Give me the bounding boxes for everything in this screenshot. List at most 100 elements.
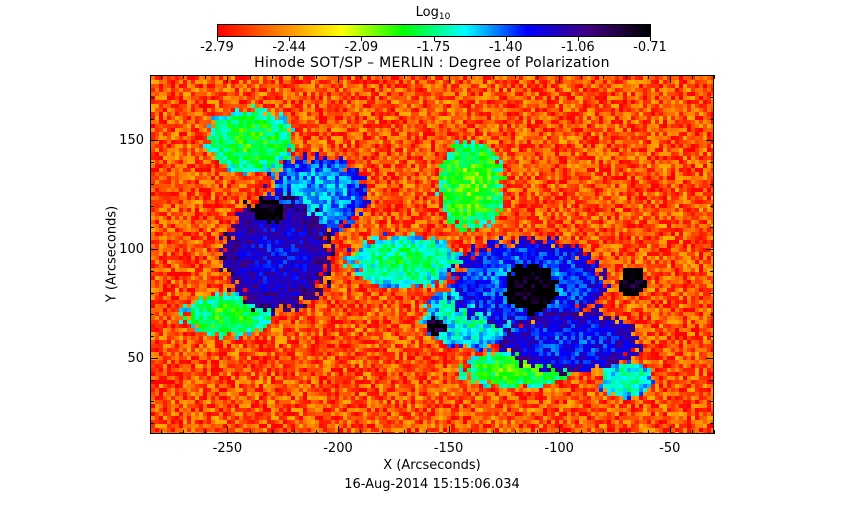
heatmap-cell xyxy=(475,148,479,152)
heatmap-cell xyxy=(675,184,679,188)
heatmap-cell xyxy=(643,208,647,212)
heatmap-cell xyxy=(311,120,315,124)
heatmap-cell xyxy=(631,144,635,148)
heatmap-cell xyxy=(527,100,531,104)
heatmap-cell xyxy=(175,100,179,104)
heatmap-cell xyxy=(499,172,503,176)
heatmap-cell xyxy=(483,124,487,128)
heatmap-cell xyxy=(639,104,643,108)
heatmap-cell xyxy=(639,196,643,200)
heatmap-cell xyxy=(327,208,331,212)
heatmap-cell xyxy=(447,184,451,188)
heatmap-cell xyxy=(511,176,515,180)
heatmap-cell xyxy=(435,100,439,104)
heatmap-cell xyxy=(667,104,671,108)
heatmap-cell xyxy=(363,128,367,132)
heatmap-cell xyxy=(235,128,239,132)
heatmap-cell xyxy=(235,208,239,212)
heatmap-cell xyxy=(691,128,695,132)
heatmap-cell xyxy=(651,84,655,88)
heatmap-cell xyxy=(423,116,427,120)
heatmap-cell xyxy=(311,156,315,160)
heatmap-cell xyxy=(299,172,303,176)
heatmap-cell xyxy=(699,196,703,200)
heatmap-cell xyxy=(283,120,287,124)
heatmap-cell xyxy=(187,112,191,116)
heatmap-cell xyxy=(591,100,595,104)
heatmap-cell xyxy=(487,164,491,168)
heatmap-cell xyxy=(607,128,611,132)
heatmap-cell xyxy=(519,192,523,196)
heatmap-cell xyxy=(211,108,215,112)
heatmap-cell xyxy=(331,208,335,212)
heatmap-cell xyxy=(259,96,263,100)
heatmap-cell xyxy=(479,196,483,200)
heatmap-cell xyxy=(155,112,159,116)
heatmap-cell xyxy=(215,116,219,120)
heatmap-cell xyxy=(587,92,591,96)
heatmap-cell xyxy=(467,120,471,124)
heatmap-cell xyxy=(367,100,371,104)
heatmap-cell xyxy=(447,132,451,136)
heatmap-cell xyxy=(167,88,171,92)
heatmap-cell xyxy=(151,124,155,128)
heatmap-cell xyxy=(655,204,659,208)
heatmap-cell xyxy=(535,192,539,196)
heatmap-cell xyxy=(503,164,507,168)
heatmap-cell xyxy=(259,132,263,136)
heatmap-cell xyxy=(671,172,675,176)
heatmap-cell xyxy=(583,116,587,120)
heatmap-cell xyxy=(315,92,319,96)
heatmap-cell xyxy=(435,148,439,152)
heatmap-cell xyxy=(371,204,375,208)
heatmap-cell xyxy=(599,144,603,148)
heatmap-cell xyxy=(267,88,271,92)
heatmap-cell xyxy=(279,196,283,200)
heatmap-cell xyxy=(403,128,407,132)
heatmap-cell xyxy=(211,192,215,196)
heatmap-cell xyxy=(523,132,527,136)
heatmap-cell xyxy=(479,164,483,168)
heatmap-cell xyxy=(363,180,367,184)
heatmap-cell xyxy=(167,204,171,208)
heatmap-cell xyxy=(639,132,643,136)
heatmap-cell xyxy=(527,80,531,84)
heatmap-cell xyxy=(567,196,571,200)
heatmap-cell xyxy=(563,204,567,208)
heatmap-cell xyxy=(631,184,635,188)
heatmap-cell xyxy=(335,100,339,104)
heatmap-cell xyxy=(519,152,523,156)
heatmap-cell xyxy=(535,84,539,88)
heatmap-cell xyxy=(255,92,259,96)
heatmap-cell xyxy=(227,136,231,140)
heatmap-cell xyxy=(691,92,695,96)
heatmap-cell xyxy=(207,112,211,116)
heatmap-cell xyxy=(563,96,567,100)
heatmap-cell xyxy=(327,164,331,168)
heatmap-cell xyxy=(683,120,687,124)
heatmap-cell xyxy=(267,196,271,200)
heatmap-cell xyxy=(463,76,467,80)
heatmap-cell xyxy=(255,76,259,80)
heatmap-cell xyxy=(235,216,239,220)
heatmap-cell xyxy=(671,108,675,112)
heatmap-cell xyxy=(527,144,531,148)
heatmap-cell xyxy=(163,96,167,100)
heatmap-cell xyxy=(235,100,239,104)
heatmap-cell xyxy=(151,100,155,104)
heatmap-cell xyxy=(343,160,347,164)
heatmap-cell xyxy=(199,204,203,208)
heatmap-cell xyxy=(659,196,663,200)
heatmap-cell xyxy=(375,128,379,132)
heatmap-cell xyxy=(503,104,507,108)
heatmap-cell xyxy=(427,128,431,132)
heatmap-cell xyxy=(235,120,239,124)
heatmap-cell xyxy=(327,124,331,128)
heatmap-cell xyxy=(191,152,195,156)
heatmap-cell xyxy=(543,140,547,144)
heatmap-cell xyxy=(655,212,659,216)
heatmap-cell xyxy=(199,124,203,128)
heatmap-cell xyxy=(179,160,183,164)
heatmap-cell xyxy=(175,116,179,120)
heatmap-cell xyxy=(299,96,303,100)
